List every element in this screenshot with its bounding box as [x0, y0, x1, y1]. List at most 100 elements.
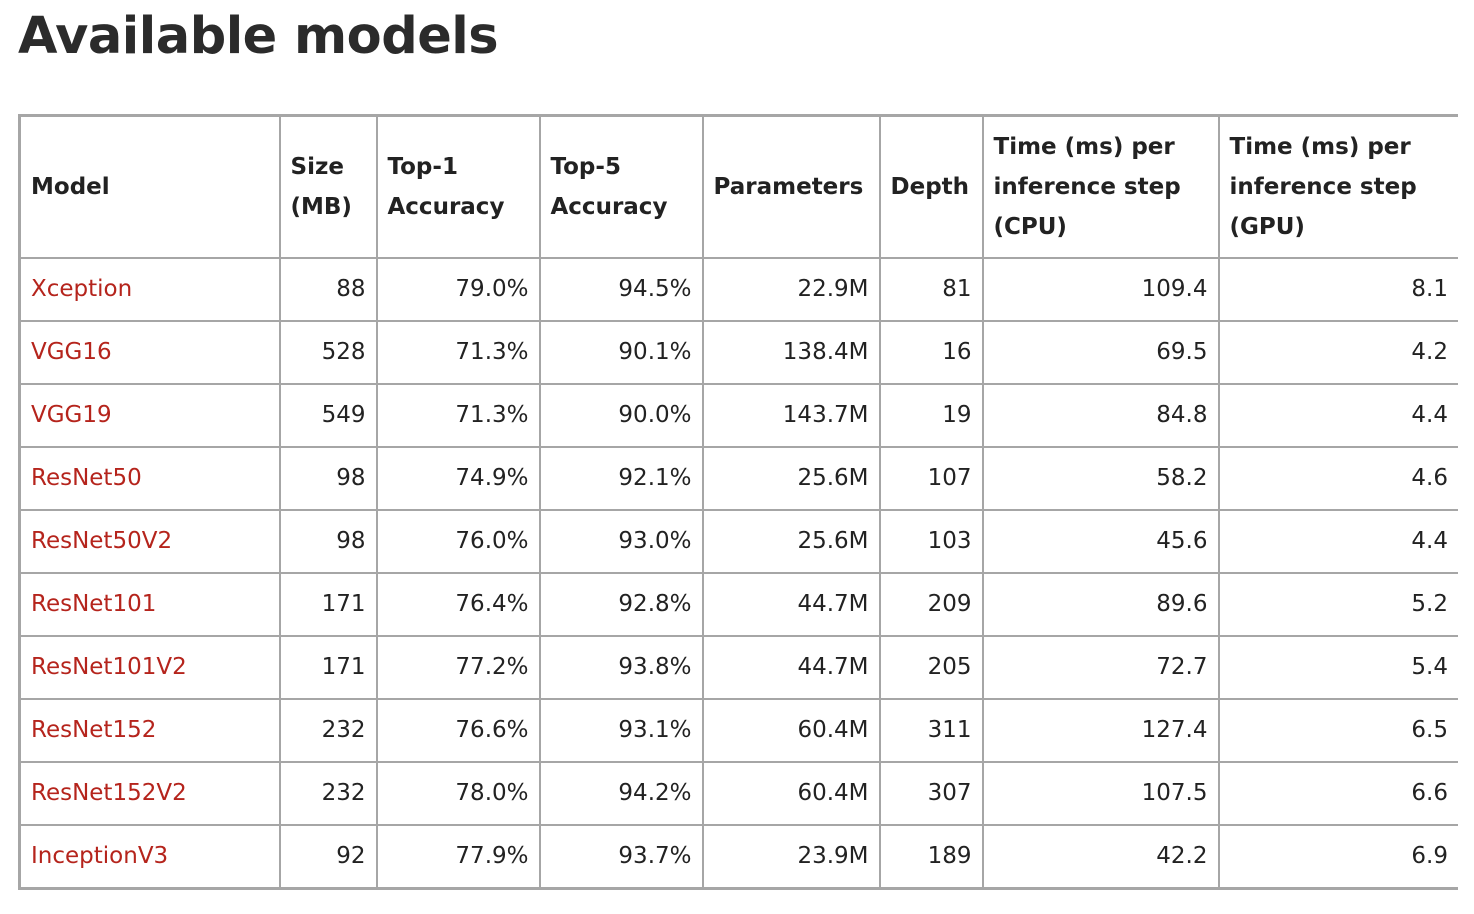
gpu-time-cell: 6.5: [1217, 697, 1458, 763]
model-name-cell: VGG19: [18, 382, 281, 448]
column-header-cpu-time: Time (ms) per inference step (CPU): [981, 114, 1220, 259]
top1-accuracy-cell: 78.0%: [375, 760, 541, 826]
top5-accuracy-cell: 93.7%: [538, 823, 704, 889]
column-header-parameters: Parameters: [701, 114, 881, 259]
cpu-time-cell: 42.2: [981, 823, 1220, 889]
cpu-time-cell: 127.4: [981, 697, 1220, 763]
model-name-cell: ResNet101V2: [18, 634, 281, 700]
models-table: Model Size (MB) Top-1 Accuracy Top-5 Acc…: [18, 114, 1458, 890]
table-row: Xception 88 79.0% 94.5% 22.9M 81 109.4 8.1: [18, 256, 1458, 322]
column-header-gpu-time: Time (ms) per inference step (GPU): [1217, 114, 1458, 259]
table-row: VGG16 528 71.3% 90.1% 138.4M 16 69.5 4.2: [18, 319, 1458, 385]
top5-accuracy-cell: 92.1%: [538, 445, 704, 511]
cpu-time-cell: 84.8: [981, 382, 1220, 448]
gpu-time-cell: 6.6: [1217, 760, 1458, 826]
table-row: ResNet152V2 232 78.0% 94.2% 60.4M 307 107.5 6.6: [18, 760, 1458, 826]
top1-accuracy-cell: 77.2%: [375, 634, 541, 700]
gpu-time-cell: 4.4: [1217, 382, 1458, 448]
top1-accuracy-cell: 71.3%: [375, 382, 541, 448]
gpu-time-cell: 5.2: [1217, 571, 1458, 637]
model-name-cell: InceptionV3: [18, 823, 281, 889]
top5-accuracy-cell: 92.8%: [538, 571, 704, 637]
depth-cell: 81: [878, 256, 984, 322]
size-cell: 171: [278, 571, 378, 637]
cpu-time-cell: 107.5: [981, 760, 1220, 826]
model-link[interactable]: ResNet152: [31, 716, 157, 743]
depth-cell: 307: [878, 760, 984, 826]
top5-accuracy-cell: 90.0%: [538, 382, 704, 448]
table-body: Xception 88 79.0% 94.5% 22.9M 81 109.4 8.1 VGG16…: [18, 256, 1458, 889]
model-name-cell: VGG16: [18, 319, 281, 385]
column-header-model: Model: [18, 114, 281, 259]
size-cell: 98: [278, 508, 378, 574]
table-row: InceptionV3 92 77.9% 93.7% 23.9M 189 42.2 6.9: [18, 823, 1458, 889]
model-name-cell: ResNet152V2: [18, 760, 281, 826]
top5-accuracy-cell: 94.2%: [538, 760, 704, 826]
top1-accuracy-cell: 76.4%: [375, 571, 541, 637]
models-table-container: Model Size (MB) Top-1 Accuracy Top-5 Acc…: [18, 114, 1458, 914]
model-name-cell: ResNet50: [18, 445, 281, 511]
depth-cell: 107: [878, 445, 984, 511]
parameters-cell: 25.6M: [701, 445, 881, 511]
model-link[interactable]: ResNet152V2: [31, 779, 187, 806]
parameters-cell: 143.7M: [701, 382, 881, 448]
parameters-cell: 60.4M: [701, 760, 881, 826]
model-link[interactable]: InceptionV3: [31, 842, 169, 869]
parameters-cell: 44.7M: [701, 571, 881, 637]
parameters-cell: 44.7M: [701, 634, 881, 700]
top5-accuracy-cell: 93.1%: [538, 697, 704, 763]
cpu-time-cell: 58.2: [981, 445, 1220, 511]
gpu-time-cell: 8.1: [1217, 256, 1458, 322]
table-row: ResNet50 98 74.9% 92.1% 25.6M 107 58.2 4.6: [18, 445, 1458, 511]
top5-accuracy-cell: 94.5%: [538, 256, 704, 322]
model-link[interactable]: ResNet50: [31, 464, 142, 491]
column-header-top5-accuracy: Top-5 Accuracy: [538, 114, 704, 259]
depth-cell: 311: [878, 697, 984, 763]
depth-cell: 209: [878, 571, 984, 637]
parameters-cell: 25.6M: [701, 508, 881, 574]
model-name-cell: Xception: [18, 256, 281, 322]
model-link[interactable]: Xception: [31, 275, 133, 302]
model-link[interactable]: VGG19: [31, 401, 112, 428]
model-link[interactable]: VGG16: [31, 338, 112, 365]
cpu-time-cell: 72.7: [981, 634, 1220, 700]
size-cell: 232: [278, 760, 378, 826]
size-cell: 171: [278, 634, 378, 700]
table-row: ResNet50V2 98 76.0% 93.0% 25.6M 103 45.6 4.4: [18, 508, 1458, 574]
top5-accuracy-cell: 93.8%: [538, 634, 704, 700]
parameters-cell: 60.4M: [701, 697, 881, 763]
cpu-time-cell: 109.4: [981, 256, 1220, 322]
cpu-time-cell: 69.5: [981, 319, 1220, 385]
top1-accuracy-cell: 74.9%: [375, 445, 541, 511]
column-header-depth: Depth: [878, 114, 984, 259]
model-name-cell: ResNet152: [18, 697, 281, 763]
parameters-cell: 23.9M: [701, 823, 881, 889]
parameters-cell: 138.4M: [701, 319, 881, 385]
size-cell: 528: [278, 319, 378, 385]
size-cell: 98: [278, 445, 378, 511]
gpu-time-cell: 4.6: [1217, 445, 1458, 511]
size-cell: 549: [278, 382, 378, 448]
table-row: VGG19 549 71.3% 90.0% 143.7M 19 84.8 4.4: [18, 382, 1458, 448]
size-cell: 232: [278, 697, 378, 763]
top5-accuracy-cell: 93.0%: [538, 508, 704, 574]
model-link[interactable]: ResNet101V2: [31, 653, 187, 680]
top5-accuracy-cell: 90.1%: [538, 319, 704, 385]
top1-accuracy-cell: 71.3%: [375, 319, 541, 385]
depth-cell: 189: [878, 823, 984, 889]
page-title: Available models: [18, 7, 499, 66]
table-row: ResNet152 232 76.6% 93.1% 60.4M 311 127.4 6.5: [18, 697, 1458, 763]
top1-accuracy-cell: 76.0%: [375, 508, 541, 574]
table-row: ResNet101 171 76.4% 92.8% 44.7M 209 89.6 5.2: [18, 571, 1458, 637]
column-header-size: Size (MB): [278, 114, 378, 259]
column-header-top1-accuracy: Top-1 Accuracy: [375, 114, 541, 259]
model-link[interactable]: ResNet50V2: [31, 527, 173, 554]
top1-accuracy-cell: 76.6%: [375, 697, 541, 763]
gpu-time-cell: 4.2: [1217, 319, 1458, 385]
gpu-time-cell: 4.4: [1217, 508, 1458, 574]
table-row: ResNet101V2 171 77.2% 93.8% 44.7M 205 72.7 5.4: [18, 634, 1458, 700]
model-link[interactable]: ResNet101: [31, 590, 157, 617]
gpu-time-cell: 6.9: [1217, 823, 1458, 889]
depth-cell: 16: [878, 319, 984, 385]
depth-cell: 19: [878, 382, 984, 448]
